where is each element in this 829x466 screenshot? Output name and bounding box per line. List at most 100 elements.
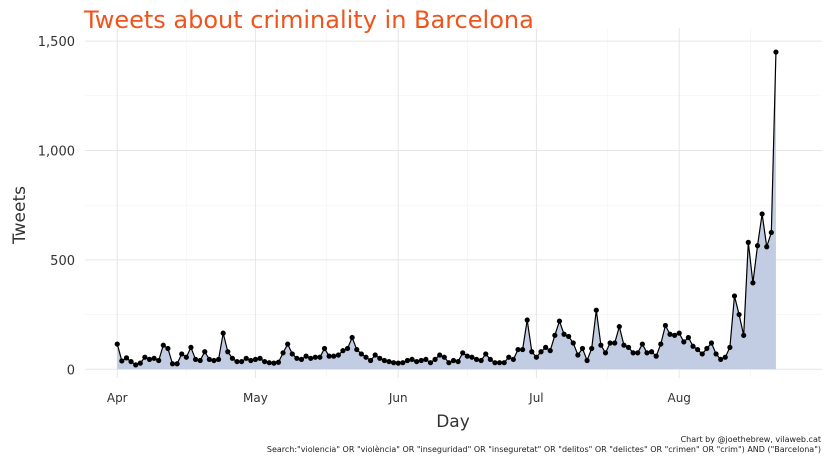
y-tick-label: 1,000 (38, 145, 75, 160)
data-point (699, 351, 705, 357)
data-point (308, 355, 314, 361)
data-point (469, 354, 475, 360)
data-point (298, 356, 305, 363)
data-point (354, 346, 360, 353)
data-point (211, 357, 217, 364)
data-point (667, 331, 673, 337)
data-point (271, 360, 277, 366)
data-point (506, 354, 512, 360)
data-point (639, 341, 645, 347)
data-point (575, 352, 581, 358)
x-axis-title: Day (436, 412, 470, 432)
data-point (146, 356, 153, 363)
chart-credit: Chart by @joethebrew, vilaweb.cat (680, 435, 821, 444)
data-point (133, 362, 139, 368)
x-tick-label: Apr (107, 391, 128, 405)
data-point (404, 357, 411, 364)
data-point (400, 360, 406, 366)
data-point (128, 358, 134, 365)
data-point (579, 345, 586, 352)
data-point (377, 355, 383, 361)
data-point (409, 356, 415, 363)
y-tick-label: 0 (67, 363, 75, 378)
data-point (239, 358, 245, 365)
data-point (644, 350, 650, 356)
data-point (363, 354, 369, 360)
data-point (349, 334, 355, 341)
data-point (215, 356, 222, 363)
data-point (708, 340, 715, 346)
data-point (741, 332, 747, 338)
data-point (672, 332, 678, 338)
data-point (487, 356, 493, 363)
data-point (446, 360, 452, 366)
data-point (386, 358, 392, 365)
data-point (335, 352, 341, 358)
y-axis-title: Tweets (10, 186, 30, 245)
data-point (248, 357, 254, 364)
data-points (114, 49, 779, 368)
data-point (340, 348, 346, 354)
data-point (114, 341, 120, 347)
data-point (234, 358, 240, 365)
data-point (478, 357, 484, 364)
data-point (188, 344, 194, 350)
data-point (275, 359, 282, 365)
data-point (745, 239, 751, 245)
data-point (616, 323, 622, 330)
x-tick-label: Jun (388, 391, 408, 405)
data-point (584, 357, 590, 364)
data-point (179, 351, 185, 357)
data-point (658, 341, 664, 347)
data-point (183, 354, 189, 360)
data-point (759, 211, 765, 217)
data-point (160, 342, 166, 348)
data-point (736, 311, 742, 318)
data-point (123, 355, 130, 361)
chart-title: Tweets about criminality in Barcelona (84, 6, 534, 34)
data-point (764, 244, 770, 250)
data-point (607, 340, 613, 346)
data-point (280, 350, 286, 356)
data-point (381, 357, 388, 364)
data-point (174, 361, 180, 367)
data-point (192, 356, 199, 363)
data-point (602, 350, 609, 356)
data-point (561, 331, 567, 337)
data-point (653, 353, 659, 359)
data-point (321, 345, 328, 352)
data-point (252, 356, 259, 363)
data-point (206, 356, 212, 363)
data-point (197, 357, 203, 364)
series-line (116, 52, 777, 366)
area-fill (117, 52, 776, 370)
data-point (165, 345, 171, 352)
data-point (317, 354, 323, 360)
data-point (630, 350, 636, 356)
data-point (695, 346, 701, 353)
data-point (768, 229, 774, 236)
x-tick-label: Jul (528, 391, 543, 405)
data-point (662, 322, 668, 329)
data-point (727, 344, 733, 350)
data-point (455, 358, 461, 365)
data-point (773, 49, 779, 55)
data-point (501, 360, 507, 366)
data-point (589, 345, 595, 352)
data-point (704, 345, 710, 352)
data-point (437, 352, 443, 358)
data-point (750, 280, 756, 286)
data-point (225, 349, 231, 355)
data-point (543, 344, 549, 350)
data-point (685, 334, 692, 341)
data-point (257, 355, 263, 361)
data-point (266, 360, 272, 366)
data-point (202, 349, 208, 355)
data-point (483, 351, 489, 357)
data-point (450, 357, 457, 364)
data-point (303, 353, 309, 359)
data-point (552, 332, 558, 338)
data-point (570, 340, 576, 346)
data-point (556, 318, 563, 324)
